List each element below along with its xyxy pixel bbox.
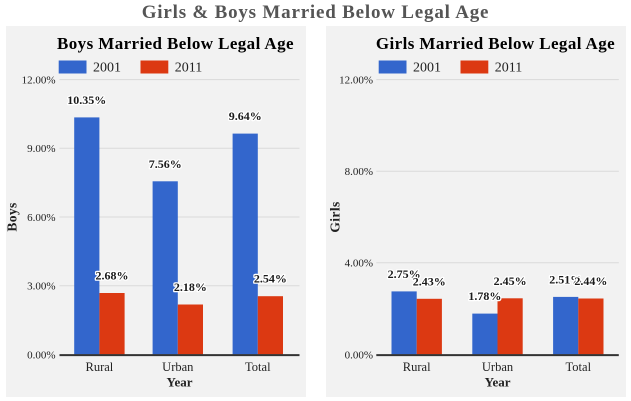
- svg-text:0.00%: 0.00%: [27, 349, 55, 361]
- svg-text:Girls Married Below Legal Age: Girls Married Below Legal Age: [376, 34, 615, 53]
- svg-text:1.78%: 1.78%: [468, 289, 501, 303]
- svg-text:9.64%: 9.64%: [229, 109, 262, 123]
- svg-text:2.75%: 2.75%: [388, 267, 421, 281]
- svg-text:2.18%: 2.18%: [174, 280, 207, 294]
- svg-text:9.00%: 9.00%: [27, 143, 55, 155]
- svg-text:Total: Total: [245, 360, 271, 374]
- svg-text:2011: 2011: [175, 61, 202, 76]
- svg-text:2001: 2001: [413, 61, 441, 76]
- svg-text:Girls: Girls: [328, 201, 343, 232]
- svg-text:0.00%: 0.00%: [345, 349, 373, 361]
- svg-text:Urban: Urban: [162, 360, 194, 374]
- svg-text:2.44%: 2.44%: [574, 274, 607, 288]
- svg-text:12.00%: 12.00%: [22, 75, 56, 87]
- svg-text:2001: 2001: [93, 61, 121, 76]
- svg-text:4.00%: 4.00%: [345, 258, 373, 270]
- svg-text:Boys: Boys: [6, 202, 20, 231]
- svg-text:Boys Married Below Legal Age: Boys Married Below Legal Age: [57, 34, 294, 53]
- svg-text:10.35%: 10.35%: [67, 93, 106, 107]
- svg-text:2.54%: 2.54%: [254, 272, 287, 286]
- svg-text:2011: 2011: [495, 61, 522, 76]
- svg-text:7.56%: 7.56%: [149, 157, 182, 171]
- svg-text:Total: Total: [566, 360, 592, 374]
- svg-text:3.00%: 3.00%: [27, 281, 55, 293]
- svg-text:2.68%: 2.68%: [96, 269, 129, 283]
- svg-text:Year: Year: [485, 375, 511, 390]
- svg-text:8.00%: 8.00%: [345, 166, 373, 178]
- svg-text:2.51%: 2.51%: [549, 272, 582, 286]
- svg-text:Rural: Rural: [403, 360, 431, 374]
- svg-text:Urban: Urban: [482, 360, 514, 374]
- svg-text:6.00%: 6.00%: [27, 212, 55, 224]
- svg-text:Year: Year: [167, 375, 193, 390]
- svg-text:2.43%: 2.43%: [413, 274, 446, 288]
- svg-text:12.00%: 12.00%: [339, 75, 373, 87]
- svg-text:2.45%: 2.45%: [494, 274, 527, 288]
- svg-text:Rural: Rural: [86, 360, 114, 374]
